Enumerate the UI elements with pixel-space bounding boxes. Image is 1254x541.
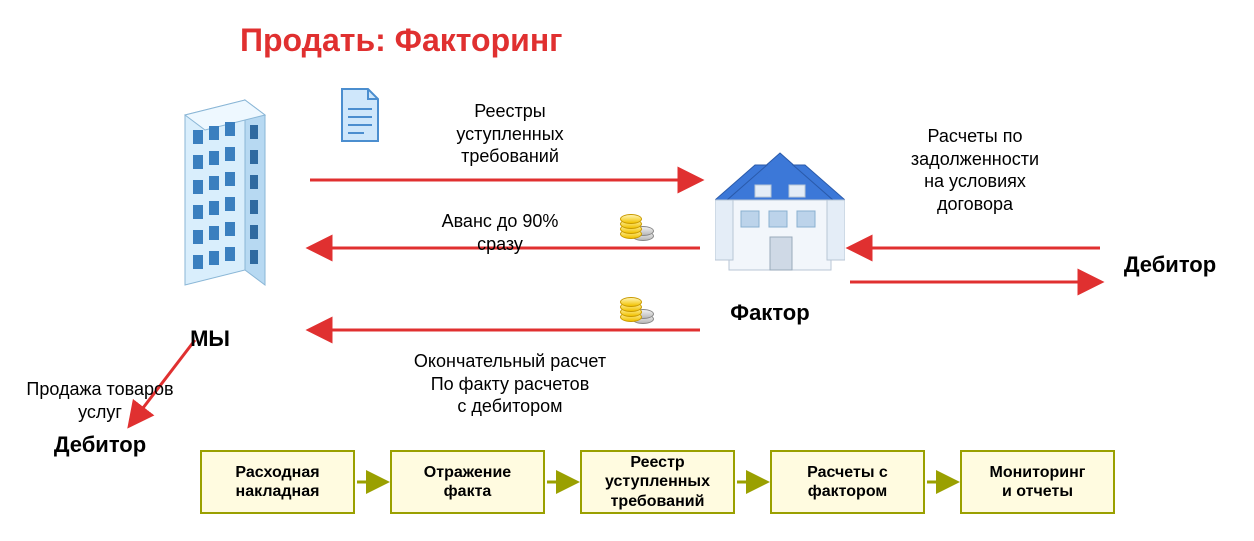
node-factor-label: Фактор [670, 300, 870, 326]
document-icon [336, 87, 384, 148]
diagram-title: Продать: Факторинг [240, 22, 562, 59]
node-debtor-right: Дебитор [1070, 252, 1254, 278]
edge-label-final: Окончательный расчетПо факту расчетовс д… [390, 350, 630, 418]
coins-icon [620, 290, 656, 326]
office-building-icon [155, 95, 275, 315]
process-step: Отражениефакта [390, 450, 545, 514]
sale-of-goods-label: Продажа товаровуслуг [0, 378, 200, 423]
edge-label-advance: Аванс до 90%сразу [380, 210, 620, 255]
process-step: Расчеты сфактором [770, 450, 925, 514]
edge-label-registry: Реестрыуступленныхтребований [390, 100, 630, 168]
coins-icon [620, 207, 656, 243]
process-step: Мониторинги отчеты [960, 450, 1115, 514]
house-icon [715, 145, 845, 285]
node-we [155, 95, 275, 320]
edge-label-debt: Расчеты позадолженностина условияхдогово… [855, 125, 1095, 215]
process-step: Рееструступленныхтребований [580, 450, 735, 514]
node-debtor-left: Дебитор [0, 432, 200, 458]
node-we-label: МЫ [110, 326, 310, 352]
node-factor [715, 145, 845, 290]
diagram-stage: Продать: Факторинг МЫ [0, 0, 1254, 541]
process-step: Расходнаянакладная [200, 450, 355, 514]
